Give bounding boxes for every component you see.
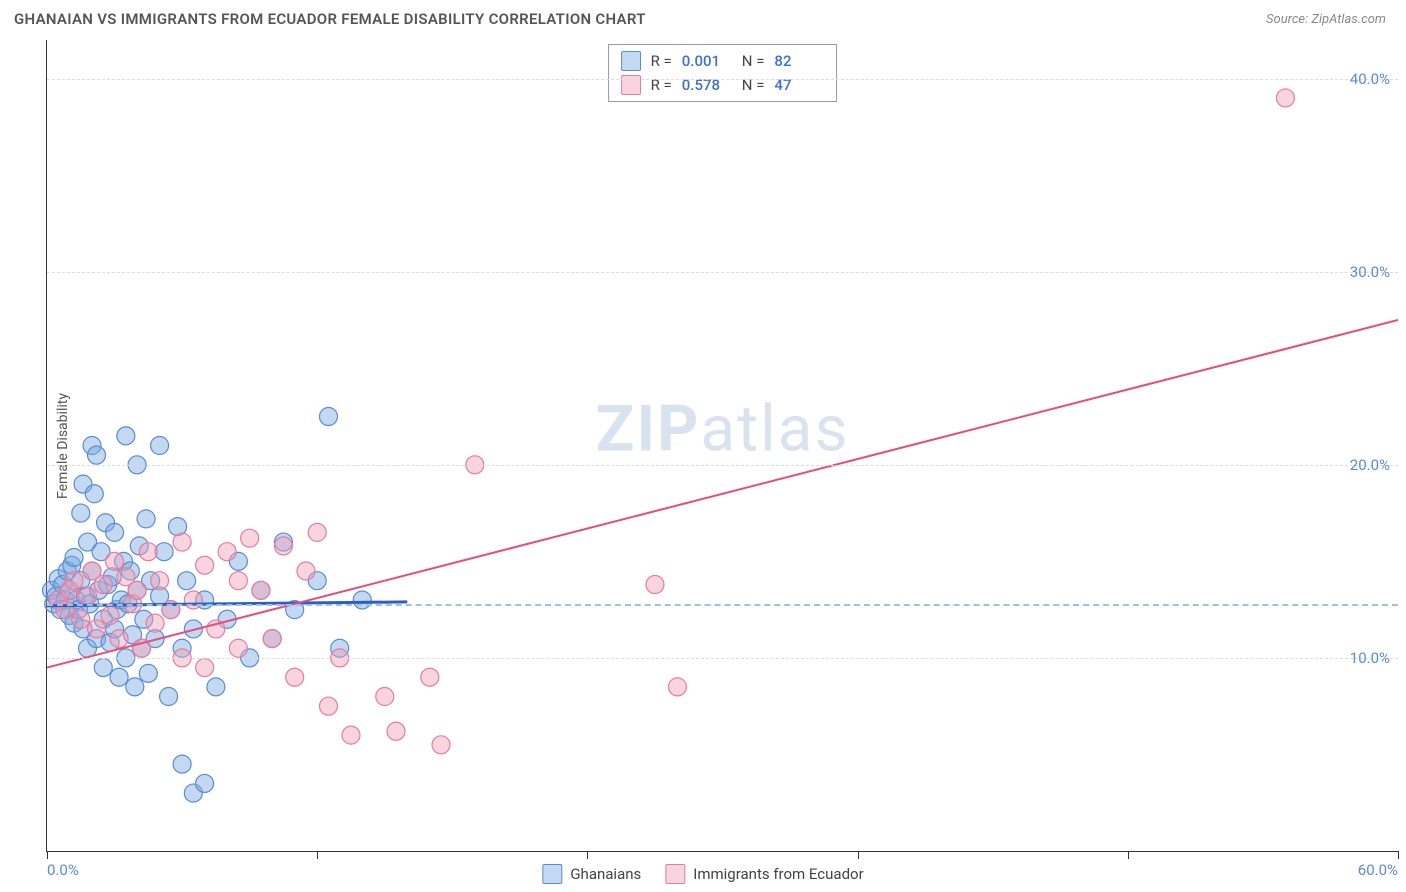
swatch-ghanaians-icon (542, 864, 562, 884)
chart-area: ZIPatlas R = 0.001 N = 82 R = 0.578 N = … (46, 40, 1398, 852)
swatch-ecuador-icon (665, 864, 685, 884)
swatch-ghanaians-icon (621, 51, 641, 71)
x-tick-label: 0.0% (47, 861, 79, 879)
y-tick-label: 20.0% (1350, 456, 1390, 474)
scatter-plot (47, 40, 1398, 851)
legend-row-ecuador: R = 0.578 N = 47 (621, 73, 825, 97)
source-attribution: Source: ZipAtlas.com (1266, 12, 1386, 27)
y-tick-label: 10.0% (1350, 649, 1390, 667)
y-tick-label: 40.0% (1350, 70, 1390, 88)
y-tick-label: 30.0% (1350, 263, 1390, 281)
legend-item-ecuador: Immigrants from Ecuador (665, 864, 863, 884)
legend-row-ghanaians: R = 0.001 N = 82 (621, 49, 825, 73)
series-legend: Ghanaians Immigrants from Ecuador (542, 864, 863, 884)
chart-title: GHANAIAN VS IMMIGRANTS FROM ECUADOR FEMA… (14, 10, 646, 28)
x-tick-label: 60.0% (1358, 861, 1398, 879)
legend-item-ghanaians: Ghanaians (542, 864, 641, 884)
correlation-legend: R = 0.001 N = 82 R = 0.578 N = 47 (608, 44, 838, 102)
